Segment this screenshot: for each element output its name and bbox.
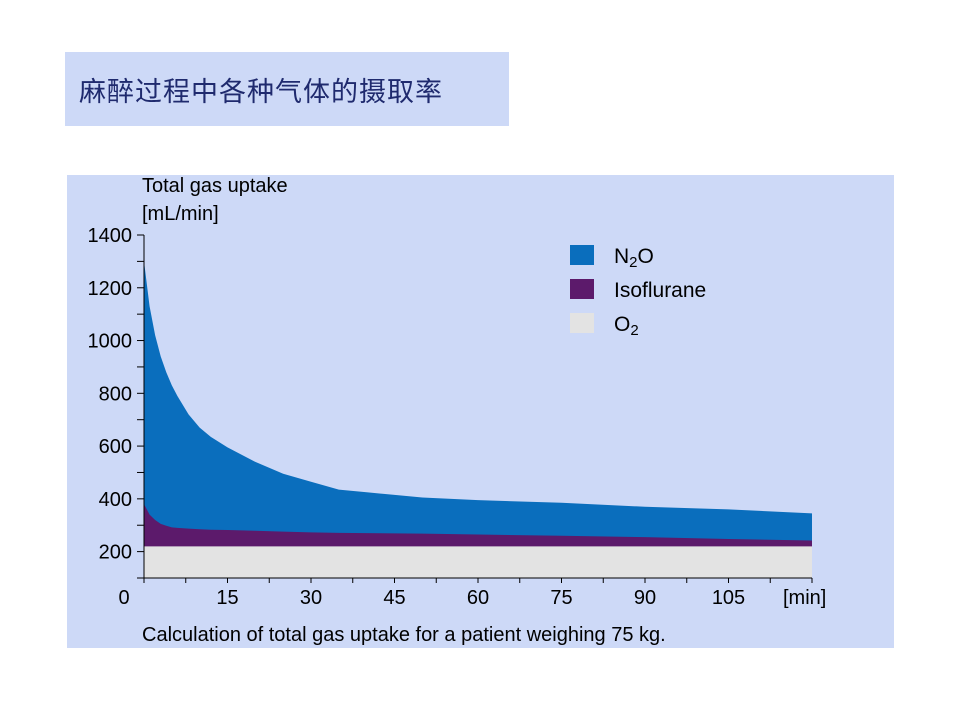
- area-o2: [144, 546, 812, 578]
- legend-label-n2o: N2O: [614, 245, 654, 271]
- area-n2o: [144, 261, 812, 578]
- y-axis-label-line1: Total gas uptake: [142, 175, 288, 197]
- y-tick-label: 200: [99, 542, 132, 564]
- y-tick-label: 600: [99, 436, 132, 458]
- legend-label-o2: O2: [614, 313, 639, 339]
- legend-swatch-isoflurane: [570, 279, 594, 299]
- x-tick-label: 30: [300, 587, 322, 609]
- x-axis-unit-label: [min]: [783, 587, 826, 609]
- y-tick-label: 1000: [88, 331, 133, 353]
- legend-label-isoflurane: Isoflurane: [614, 279, 706, 302]
- slide-title-box: 麻醉过程中各种气体的摄取率: [65, 52, 509, 126]
- legend: N2O Isoflurane O2: [570, 245, 706, 339]
- gas-uptake-chart: 200 400 600 800 1000 1200 1400 0 15 30 45 60 75 90 105…: [88, 175, 827, 646]
- x-tick-label: 90: [634, 587, 656, 609]
- axes-group: 200 400 600 800 1000 1200 1400 0 15 30 45 60 75 90 105: [88, 225, 813, 609]
- slide-title: 麻醉过程中各种气体的摄取率: [79, 76, 443, 108]
- legend-swatch-n2o: [570, 245, 594, 265]
- chart-panel: 200 400 600 800 1000 1200 1400 0 15 30 45 60 75 90 105…: [67, 175, 894, 648]
- x-tick-label: 0: [118, 587, 129, 609]
- y-axis-label-line2: [mL/min]: [142, 203, 219, 225]
- y-tick-label: 1200: [88, 278, 133, 300]
- x-tick-label: 45: [383, 587, 405, 609]
- x-tick-label: 75: [550, 587, 572, 609]
- x-tick-label: 105: [712, 587, 745, 609]
- x-tick-label: 15: [216, 587, 238, 609]
- area-series-group: [144, 261, 812, 578]
- y-tick-label: 800: [99, 383, 132, 405]
- y-tick-label: 1400: [88, 225, 133, 247]
- x-tick-label: 60: [467, 587, 489, 609]
- y-tick-label: 400: [99, 489, 132, 511]
- chart-caption: Calculation of total gas uptake for a pa…: [142, 624, 666, 646]
- legend-swatch-o2: [570, 313, 594, 333]
